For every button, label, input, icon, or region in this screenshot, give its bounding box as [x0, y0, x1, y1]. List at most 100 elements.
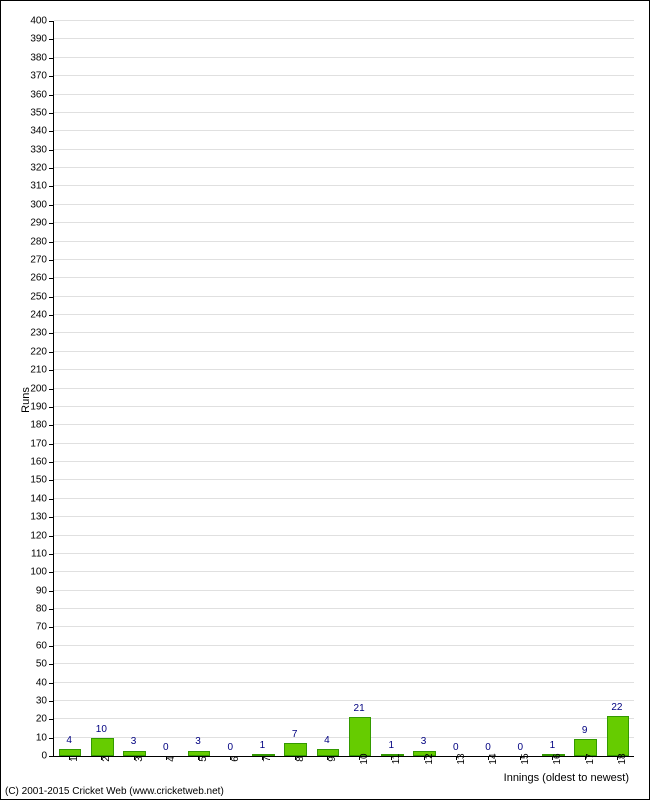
y-tick-label: 150	[7, 475, 47, 486]
x-tick-label: 11	[391, 754, 402, 764]
y-gridline	[54, 38, 634, 39]
y-tick-mark	[49, 517, 53, 518]
bar	[284, 743, 307, 756]
bar-value-label: 3	[421, 736, 427, 747]
y-tick-label: 230	[7, 328, 47, 339]
x-tick-label: 12	[424, 753, 435, 764]
bar-value-label: 0	[485, 742, 491, 753]
x-tick-label: 13	[456, 753, 467, 764]
y-tick-mark	[49, 39, 53, 40]
x-tick-label: 5	[198, 756, 209, 762]
y-tick-mark	[49, 21, 53, 22]
y-tick-label: 380	[7, 52, 47, 63]
bar-value-label: 3	[131, 736, 137, 747]
y-gridline	[54, 626, 634, 627]
y-tick-mark	[49, 168, 53, 169]
y-gridline	[54, 130, 634, 131]
plot-area	[53, 21, 634, 757]
y-gridline	[54, 241, 634, 242]
y-tick-label: 70	[7, 622, 47, 633]
bar-value-label: 4	[324, 735, 330, 746]
y-tick-mark	[49, 425, 53, 426]
bar-value-label: 1	[550, 740, 556, 751]
y-gridline	[54, 406, 634, 407]
chart-container: Runs Innings (oldest to newest) (C) 2001…	[0, 0, 650, 800]
bar-value-label: 4	[66, 735, 72, 746]
y-tick-label: 100	[7, 567, 47, 578]
y-tick-label: 30	[7, 695, 47, 706]
y-tick-mark	[49, 315, 53, 316]
y-tick-mark	[49, 683, 53, 684]
bar-value-label: 0	[163, 742, 169, 753]
y-tick-mark	[49, 370, 53, 371]
y-gridline	[54, 682, 634, 683]
x-tick-label: 1	[69, 756, 80, 762]
y-gridline	[54, 608, 634, 609]
y-tick-mark	[49, 95, 53, 96]
y-tick-mark	[49, 242, 53, 243]
y-tick-mark	[49, 480, 53, 481]
y-tick-mark	[49, 462, 53, 463]
y-tick-label: 140	[7, 493, 47, 504]
y-tick-mark	[49, 186, 53, 187]
copyright-text: (C) 2001-2015 Cricket Web (www.cricketwe…	[5, 786, 224, 797]
bar-value-label: 3	[195, 736, 201, 747]
y-tick-label: 370	[7, 71, 47, 82]
x-tick-label: 18	[617, 753, 628, 764]
x-tick-label: 17	[585, 753, 596, 764]
y-gridline	[54, 553, 634, 554]
y-gridline	[54, 571, 634, 572]
y-tick-mark	[49, 609, 53, 610]
y-tick-label: 340	[7, 126, 47, 137]
y-tick-label: 120	[7, 530, 47, 541]
y-tick-label: 320	[7, 163, 47, 174]
y-gridline	[54, 516, 634, 517]
y-tick-mark	[49, 278, 53, 279]
bar-value-label: 9	[582, 725, 588, 736]
y-tick-mark	[49, 223, 53, 224]
y-gridline	[54, 737, 634, 738]
y-gridline	[54, 369, 634, 370]
y-tick-mark	[49, 756, 53, 757]
x-tick-label: 4	[166, 756, 177, 762]
y-gridline	[54, 204, 634, 205]
y-gridline	[54, 645, 634, 646]
y-tick-mark	[49, 499, 53, 500]
y-tick-mark	[49, 150, 53, 151]
x-tick-label: 7	[262, 756, 273, 762]
y-gridline	[54, 535, 634, 536]
y-tick-label: 190	[7, 401, 47, 412]
y-tick-label: 160	[7, 457, 47, 468]
y-tick-mark	[49, 58, 53, 59]
y-tick-label: 240	[7, 310, 47, 321]
y-tick-label: 280	[7, 236, 47, 247]
y-tick-label: 400	[7, 16, 47, 27]
y-tick-mark	[49, 333, 53, 334]
y-tick-label: 330	[7, 144, 47, 155]
y-tick-label: 10	[7, 732, 47, 743]
y-tick-label: 290	[7, 218, 47, 229]
y-tick-label: 0	[7, 751, 47, 762]
y-gridline	[54, 443, 634, 444]
y-tick-label: 50	[7, 659, 47, 670]
y-gridline	[54, 185, 634, 186]
y-tick-label: 110	[7, 548, 47, 559]
y-gridline	[54, 149, 634, 150]
y-gridline	[54, 112, 634, 113]
y-tick-mark	[49, 444, 53, 445]
y-tick-mark	[49, 719, 53, 720]
x-tick-label: 14	[488, 753, 499, 764]
y-gridline	[54, 700, 634, 701]
bar-value-label: 1	[389, 740, 395, 751]
y-gridline	[54, 461, 634, 462]
y-gridline	[54, 314, 634, 315]
y-tick-mark	[49, 205, 53, 206]
y-tick-label: 20	[7, 714, 47, 725]
y-tick-label: 250	[7, 291, 47, 302]
y-tick-label: 260	[7, 273, 47, 284]
y-tick-label: 170	[7, 438, 47, 449]
y-gridline	[54, 479, 634, 480]
bar	[91, 738, 114, 756]
y-gridline	[54, 57, 634, 58]
x-tick-label: 15	[520, 753, 531, 764]
